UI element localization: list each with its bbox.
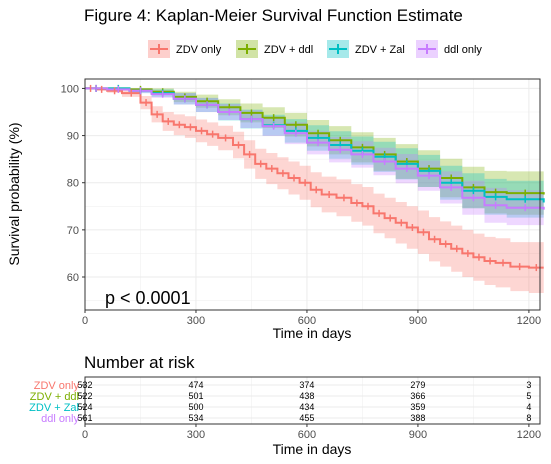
x-tick-label: 1200: [517, 315, 541, 327]
risk-strata-label-ddl-only: ddl only: [41, 413, 79, 425]
risk-cell-zdv-only: 474: [188, 380, 203, 390]
risk-table-panel: [84, 376, 541, 425]
risk-x-tick-label: 0: [82, 429, 88, 441]
y-tick-label: 70: [67, 225, 79, 237]
legend-item-ddl-only: ddl only: [416, 40, 482, 58]
legend: ZDV only ZDV + ddl ZDV + Zal ddl only: [148, 40, 482, 58]
risk-x-tick-label: 1200: [517, 429, 541, 441]
risk-cell-zdv-zal: 500: [188, 402, 203, 412]
y-tick-label: 60: [67, 272, 79, 284]
y-tick-label: 90: [67, 131, 79, 143]
risk-cell-zdv-ddl: 438: [299, 391, 314, 401]
risk-cell-zdv-zal: 4: [526, 402, 531, 412]
risk-x-axis-title: Time in days: [273, 441, 352, 457]
legend-label-ddl-only: ddl only: [444, 44, 482, 56]
risk-table-axes: 0 300 600 900 1200: [82, 424, 541, 441]
risk-x-tick-label: 300: [187, 429, 205, 441]
legend-item-zdv-ddl: ZDV + ddl: [236, 40, 313, 58]
y-tick-label: 100: [61, 83, 79, 95]
chart-title: Figure 4: Kaplan-Meier Survival Function…: [84, 6, 463, 25]
y-tick-label: 80: [67, 178, 79, 190]
risk-cell-zdv-only: 279: [410, 380, 425, 390]
risk-cell-zdv-only: 374: [299, 380, 314, 390]
risk-cell-zdv-ddl: 5: [526, 391, 531, 401]
risk-cell-zdv-ddl: 501: [188, 391, 203, 401]
risk-cell-ddl-only: 8: [526, 413, 531, 423]
risk-strata-label-zdv-ddl: ZDV + ddl: [30, 391, 79, 403]
x-axis-title: Time in days: [273, 325, 352, 341]
risk-table-title: Number at risk: [84, 353, 195, 372]
risk-cell-ddl-only: 388: [410, 413, 425, 423]
risk-strata-label-zdv-zal: ZDV + Zal: [29, 402, 79, 414]
legend-label-zdv-ddl: ZDV + ddl: [264, 44, 313, 56]
x-tick-label: 300: [187, 315, 205, 327]
legend-item-zdv-only: ZDV only: [148, 40, 222, 58]
legend-item-zdv-zal: ZDV + Zal: [327, 40, 405, 58]
risk-x-tick-label: 900: [409, 429, 427, 441]
y-axis-title: Survival probability (%): [6, 122, 22, 265]
risk-cell-zdv-zal: 434: [299, 402, 314, 412]
legend-label-zdv-only: ZDV only: [176, 44, 222, 56]
risk-strata-label-zdv-only: ZDV only: [34, 380, 80, 392]
risk-cell-ddl-only: 534: [188, 413, 203, 423]
legend-label-zdv-zal: ZDV + Zal: [355, 44, 405, 56]
main-plot-panel: [84, 78, 541, 311]
risk-cell-zdv-ddl: 366: [410, 391, 425, 401]
risk-cell-zdv-only: 3: [526, 380, 531, 390]
x-tick-label: 900: [409, 315, 427, 327]
risk-cell-ddl-only: 455: [299, 413, 314, 423]
confidence-band-ddl-only: [85, 88, 544, 228]
x-tick-label: 0: [82, 315, 88, 327]
confidence-band-zdv-zal: [85, 88, 544, 222]
risk-cell-zdv-zal: 359: [410, 402, 425, 412]
main-axes: 0 300 600 900 1200 60 70 80 90 100: [61, 83, 542, 327]
survival-curve-ddl-only: [85, 87, 545, 210]
risk-x-tick-label: 600: [298, 429, 316, 441]
censor-marks: [89, 84, 538, 272]
confidence-band-zdv-ddl: [85, 88, 544, 217]
x-tick-label: 600: [298, 315, 316, 327]
p-value-annotation: p < 0.0001: [105, 288, 191, 308]
